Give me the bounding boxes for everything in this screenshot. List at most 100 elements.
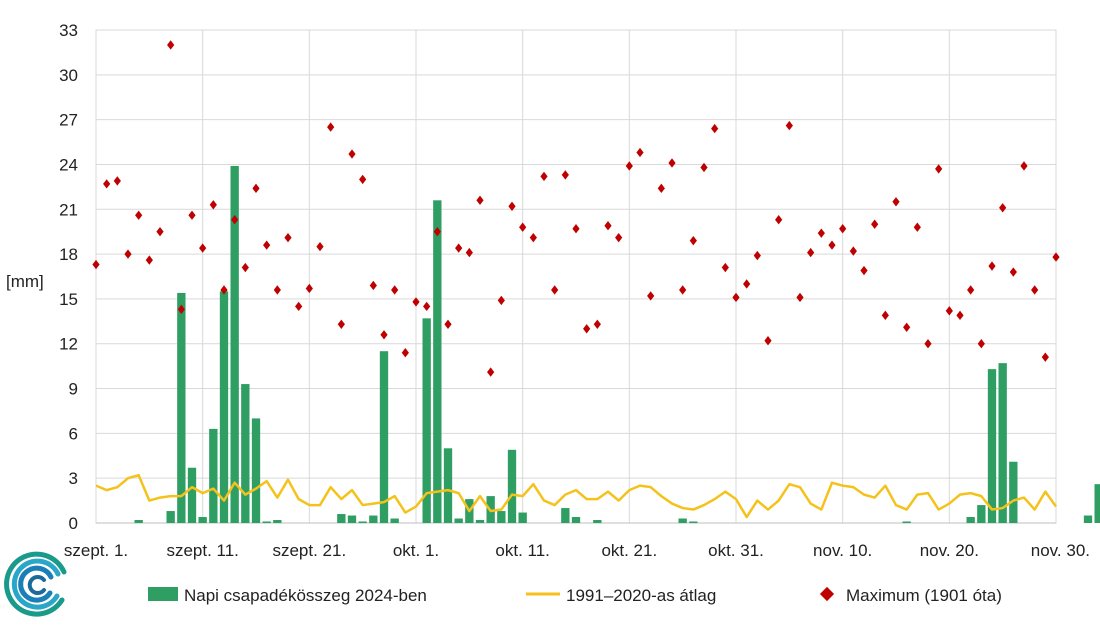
precip-bar	[1009, 461, 1018, 523]
x-tick-label: szept. 1.	[64, 541, 128, 560]
maximum-point	[785, 120, 793, 131]
y-tick-label: 27	[59, 111, 78, 130]
precip-bar	[251, 418, 261, 523]
precip-bar	[166, 511, 175, 523]
precip-bar	[369, 515, 378, 523]
maximum-point	[124, 249, 132, 259]
average-line	[95, 473, 1058, 519]
precip-bar	[241, 384, 250, 523]
maximum-points	[92, 40, 1060, 377]
precip-bar	[187, 467, 197, 523]
precip-bar	[262, 521, 271, 523]
maximum-point	[839, 224, 847, 234]
maximum-point	[113, 176, 121, 186]
maximum-point	[444, 319, 452, 329]
precip-bar	[1083, 515, 1093, 523]
maximum-point	[156, 227, 164, 237]
x-tick-label: szept. 21.	[272, 541, 346, 560]
legend-diamond-swatch	[819, 586, 835, 602]
precip-bar	[497, 511, 506, 523]
precip-bar	[966, 517, 975, 523]
maximum-point	[263, 240, 271, 250]
maximum-point	[199, 243, 207, 253]
maximum-point	[561, 170, 569, 180]
y-axis-tick-labels: 0 3 6 9 12 15 18 21 24 27 30 33	[59, 21, 78, 533]
y-tick-label: 21	[59, 200, 78, 219]
plot-border	[95, 29, 1057, 524]
maximum-point	[892, 197, 900, 207]
maximum-point	[849, 246, 857, 256]
maximum-point	[465, 247, 473, 258]
maximum-point	[967, 285, 975, 295]
maximum-point	[668, 158, 676, 168]
legend-bar-label: Napi csapadékösszeg 2024-ben	[184, 586, 427, 605]
maximum-point	[732, 292, 740, 303]
maximum-point	[508, 201, 516, 211]
x-tick-label: okt. 21.	[601, 541, 657, 560]
maximum-point	[551, 285, 559, 295]
maximum-point	[807, 247, 815, 258]
x-tick-label: okt. 31.	[708, 541, 764, 560]
maximum-point	[743, 279, 751, 289]
y-tick-label: 0	[69, 514, 78, 533]
precip-bar	[422, 318, 431, 523]
maximum-point	[988, 261, 996, 271]
maximum-point	[647, 291, 655, 301]
maximum-point	[167, 40, 175, 50]
maximum-point	[412, 297, 420, 307]
y-tick-label: 15	[59, 290, 78, 309]
maximum-point	[711, 123, 719, 134]
precip-bar	[571, 517, 581, 523]
maximum-point	[999, 203, 1007, 213]
maximum-point	[572, 224, 580, 234]
precip-bar	[273, 520, 282, 523]
maximum-point	[455, 243, 463, 253]
maximum-point	[903, 322, 911, 332]
precip-bar	[593, 520, 602, 523]
maximum-point	[284, 232, 292, 243]
maximum-point	[423, 301, 431, 312]
x-axis-tick-labels: szept. 1. szept. 11. szept. 21. okt. 1. okt.…	[64, 541, 1090, 560]
maximum-point	[316, 241, 324, 252]
maximum-point	[273, 285, 281, 295]
precip-bar	[678, 518, 687, 523]
maximum-point	[881, 310, 889, 321]
precip-bar	[390, 518, 399, 523]
maximum-point	[487, 367, 495, 377]
y-tick-label: 9	[69, 380, 78, 399]
y-tick-label: 33	[59, 21, 78, 40]
precip-bar	[379, 351, 389, 523]
maximum-point	[604, 221, 612, 231]
y-axis-label: [mm]	[6, 272, 44, 291]
maximum-point	[391, 285, 399, 295]
precip-bar	[209, 428, 218, 523]
maximum-point	[1031, 285, 1039, 295]
maximum-point	[945, 306, 953, 316]
maximum-point	[615, 232, 623, 243]
maximum-point	[327, 122, 335, 132]
maximum-point	[764, 336, 772, 346]
precip-bar	[347, 515, 357, 523]
maximum-point	[209, 200, 217, 210]
y-tick-label: 24	[59, 155, 78, 174]
precip-bar	[358, 521, 367, 523]
maximum-point	[295, 301, 303, 312]
precip-bar	[518, 512, 527, 523]
logo-icon	[4, 551, 67, 617]
legend-bar-swatch	[148, 587, 178, 601]
maximum-point	[583, 324, 591, 334]
maximum-point	[871, 219, 879, 229]
maximum-point	[305, 283, 313, 294]
x-tick-label: nov. 20.	[920, 541, 979, 560]
precip-bar	[454, 518, 463, 523]
x-tick-label: okt. 1.	[393, 541, 439, 560]
maximum-point	[956, 310, 964, 321]
precip-bar	[561, 508, 570, 523]
maximum-point	[657, 183, 665, 194]
precip-bar	[134, 520, 143, 523]
maximum-point	[92, 259, 100, 270]
precip-bar	[507, 449, 517, 523]
maximum-point	[721, 262, 729, 273]
maximum-point	[145, 255, 153, 265]
maximum-point	[177, 304, 185, 315]
